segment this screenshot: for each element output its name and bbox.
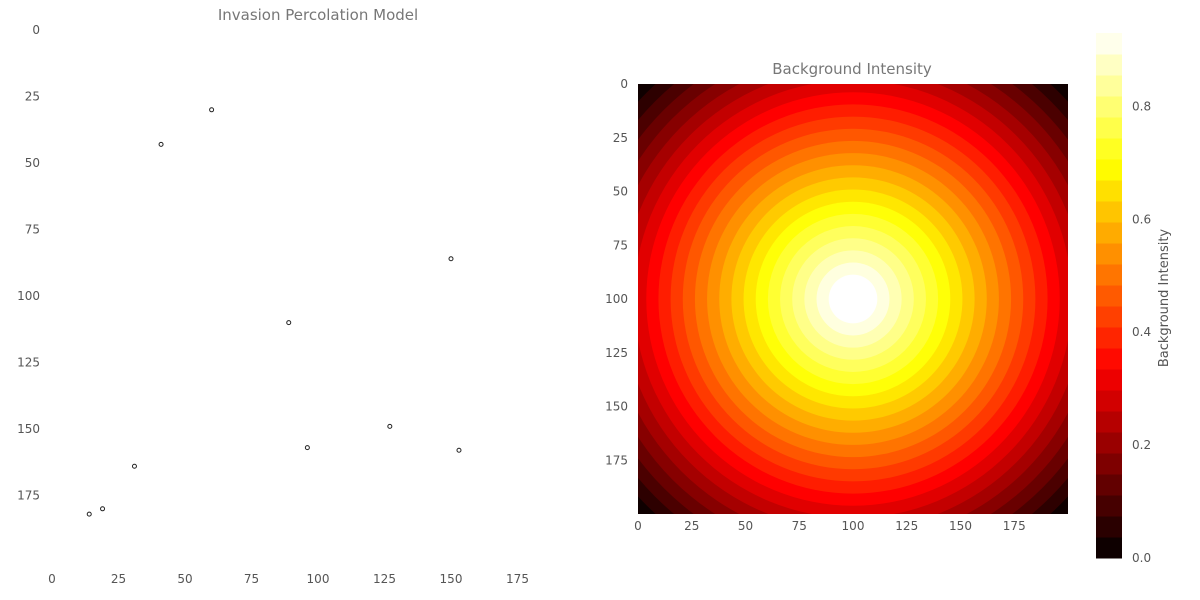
x-tick-label: 100 (307, 572, 330, 586)
colorbar-segment (1096, 75, 1122, 97)
colorbar-segment (1096, 243, 1122, 265)
x-tick-label: 175 (1003, 519, 1026, 533)
background-intensity-panel: Background Intensity 0 25 50 75 100 125 150 175… (605, 60, 1068, 533)
colorbar-axis: 0.0 0.2 0.4 0.6 0.8 (1132, 99, 1151, 565)
colorbar-segment (1096, 474, 1122, 496)
y-tick-label: 175 (17, 489, 40, 503)
x-axis-left: 0 25 50 75 100 125 150 175 (48, 572, 529, 586)
colorbar-segment (1096, 285, 1122, 307)
colorbar-segment (1096, 96, 1122, 118)
colorbar-segment (1096, 138, 1122, 160)
y-tick-label: 0 (32, 23, 40, 37)
x-tick-label: 175 (506, 572, 529, 586)
scatter-point (387, 423, 393, 429)
x-tick-label: 125 (895, 519, 918, 533)
x-tick-label: 75 (792, 519, 807, 533)
scatter-point (86, 511, 92, 517)
y-tick-label: 75 (613, 238, 628, 252)
x-tick-label: 0 (634, 519, 642, 533)
plot-area-left (52, 30, 584, 562)
intensity-heatmap (638, 84, 1068, 514)
scatter-points (86, 107, 462, 517)
x-tick-label: 25 (684, 519, 699, 533)
y-tick-label: 125 (17, 356, 40, 370)
x-tick-label: 50 (177, 572, 192, 586)
colorbar (1096, 33, 1122, 559)
colorbar-segment (1096, 390, 1122, 412)
scatter-point (286, 320, 292, 326)
colorbar-tick-label: 0.4 (1132, 325, 1151, 339)
colorbar-segment (1096, 411, 1122, 433)
x-tick-label: 0 (48, 572, 56, 586)
chart-title-invasion-percolation: Invasion Percolation Model (218, 6, 418, 24)
x-tick-label: 150 (440, 572, 463, 586)
y-axis-left: 0 25 50 75 100 125 150 175 (17, 23, 40, 503)
y-tick-label: 100 (605, 292, 628, 306)
y-tick-label: 0 (620, 77, 628, 91)
colorbar-segment (1096, 33, 1122, 55)
colorbar-segment (1096, 159, 1122, 181)
chart-title-background-intensity: Background Intensity (772, 60, 932, 78)
y-tick-label: 50 (25, 156, 40, 170)
colorbar-segment (1096, 348, 1122, 370)
colorbar-tick-label: 0.2 (1132, 438, 1151, 452)
colorbar-segment (1096, 327, 1122, 349)
colorbar-segment (1096, 516, 1122, 538)
colorbar-segment (1096, 222, 1122, 244)
y-tick-label: 25 (613, 131, 628, 145)
scatter-point (100, 506, 106, 512)
colorbar-segment (1096, 453, 1122, 475)
scatter-point (448, 256, 454, 262)
y-tick-label: 150 (17, 422, 40, 436)
colorbar-segment (1096, 180, 1122, 202)
scatter-point (304, 445, 310, 451)
y-tick-label: 100 (17, 289, 40, 303)
colorbar-tick-label: 0.8 (1132, 99, 1151, 113)
x-tick-label: 150 (949, 519, 972, 533)
x-tick-label: 100 (842, 519, 865, 533)
y-tick-label: 175 (605, 453, 628, 467)
colorbar-label: Background Intensity (1157, 229, 1172, 368)
heatmap-ring (840, 286, 866, 312)
colorbar-segment (1096, 264, 1122, 286)
scatter-point (209, 107, 215, 113)
colorbar-segment (1096, 117, 1122, 139)
y-tick-label: 150 (605, 400, 628, 414)
x-axis-right: 0 25 50 75 100 125 150 175 (634, 519, 1026, 533)
colorbar-segment (1096, 369, 1122, 391)
y-tick-label: 50 (613, 185, 628, 199)
x-tick-label: 125 (373, 572, 396, 586)
y-axis-right: 0 25 50 75 100 125 150 175 (605, 77, 628, 467)
colorbar-segment (1096, 495, 1122, 517)
x-tick-label: 50 (738, 519, 753, 533)
y-tick-label: 125 (605, 346, 628, 360)
colorbar-segment (1096, 306, 1122, 328)
y-tick-label: 25 (25, 90, 40, 104)
invasion-percolation-panel: Invasion Percolation Model 0 25 50 75 100 125… (17, 6, 584, 586)
scatter-point (456, 447, 462, 453)
scatter-point (131, 463, 137, 469)
colorbar-segment (1096, 201, 1122, 223)
x-tick-label: 25 (111, 572, 126, 586)
y-tick-label: 75 (25, 223, 40, 237)
colorbar-segment (1096, 537, 1122, 559)
scatter-point (158, 141, 164, 147)
colorbar-tick-label: 0.6 (1132, 212, 1151, 226)
colorbar-tick-label: 0.0 (1132, 551, 1151, 565)
colorbar-segment (1096, 432, 1122, 454)
colorbar-segment (1096, 54, 1122, 76)
x-tick-label: 75 (244, 572, 259, 586)
heatmap-rings (638, 84, 1068, 514)
